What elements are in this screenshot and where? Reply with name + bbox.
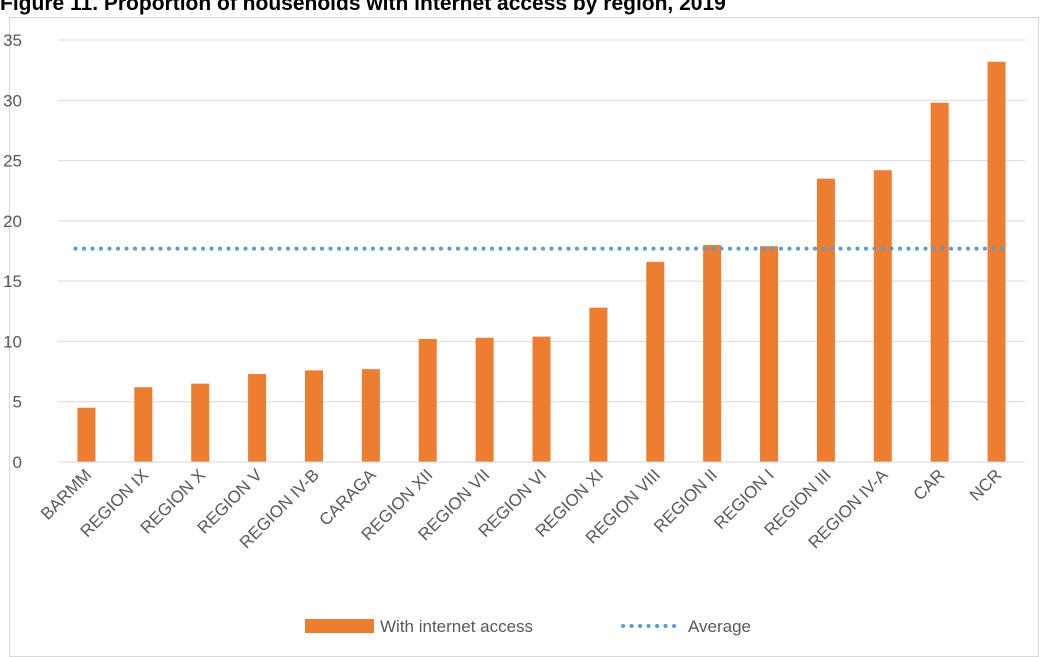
bar-region-i <box>760 246 779 462</box>
bar-region-iv-a <box>873 170 892 462</box>
y-tick-label: 15 <box>3 272 22 291</box>
bar-region-vi <box>532 336 551 462</box>
bar-ncr <box>987 61 1006 463</box>
bar-region-ii <box>703 244 722 462</box>
bar-region-iii <box>816 178 835 462</box>
y-axis-ticks: 0 5 10 15 20 25 30 35 <box>3 31 22 472</box>
bar-caraga <box>361 369 380 462</box>
legend-label-average: Average <box>688 617 751 636</box>
x-tick-label: CAR <box>910 465 949 504</box>
legend: With internet access Average <box>305 617 751 636</box>
bar-region-xii <box>418 339 437 462</box>
chart-title: Figure 11. Proportion of households with… <box>0 0 726 15</box>
y-tick-label: 35 <box>3 31 22 50</box>
y-tick-label: 25 <box>3 152 22 171</box>
bar-region-viii <box>646 261 665 462</box>
bars <box>77 61 1006 463</box>
y-tick-label: 30 <box>3 91 22 110</box>
bar-region-xi <box>589 307 608 462</box>
y-tick-label: 0 <box>13 453 22 472</box>
y-tick-label: 20 <box>3 212 22 231</box>
bar-region-v <box>248 373 267 462</box>
legend-swatch-bars <box>305 619 374 633</box>
bar-region-ix <box>134 387 153 462</box>
bar-region-iv-b <box>304 370 323 462</box>
x-tick-label: BARMM <box>37 465 95 523</box>
bar-barmm <box>77 407 96 462</box>
y-tick-label: 5 <box>13 393 22 412</box>
bar-region-vii <box>475 337 494 462</box>
bar-car <box>930 102 949 462</box>
bar-region-x <box>191 383 210 462</box>
y-tick-label: 10 <box>3 332 22 351</box>
x-tick-label: NCR <box>966 465 1005 504</box>
legend-label-bars: With internet access <box>380 617 533 636</box>
